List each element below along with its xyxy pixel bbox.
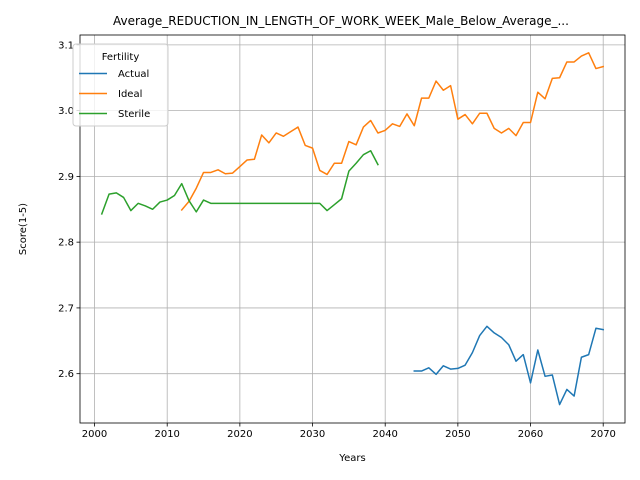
axis-ticks: 2000 2010 2020 2030 2040 2050 2060 2070 2.6 2.7 2.… bbox=[58, 40, 616, 440]
x-tick-label: 2000 bbox=[82, 429, 107, 440]
legend-box bbox=[72, 43, 169, 127]
y-tick-label: 2.9 bbox=[58, 172, 74, 183]
x-tick-label: 2040 bbox=[372, 429, 397, 440]
legend-label-ideal: Ideal bbox=[118, 89, 142, 100]
chart-title: Average_REDUCTION_IN_LENGTH_OF_WORK_WEEK… bbox=[113, 14, 569, 28]
legend-label-actual: Actual bbox=[118, 69, 149, 80]
y-axis-label: Score(1-5) bbox=[18, 203, 29, 255]
y-tick-label: 2.6 bbox=[58, 369, 74, 380]
x-tick-label: 2060 bbox=[518, 429, 543, 440]
x-tick-label: 2030 bbox=[300, 429, 325, 440]
legend-label-sterile: Sterile bbox=[118, 109, 150, 120]
legend-title: Fertility bbox=[102, 52, 140, 63]
y-tick-label: 2.8 bbox=[58, 238, 74, 249]
series-line-sterile bbox=[100, 149, 379, 215]
series-line-actual bbox=[413, 325, 605, 406]
y-tick-label: 3.1 bbox=[58, 40, 74, 51]
x-tick-label: 2020 bbox=[227, 429, 252, 440]
y-tick-label: 3.0 bbox=[58, 106, 74, 117]
x-tick-label: 2010 bbox=[154, 429, 179, 440]
x-tick-label: 2050 bbox=[445, 429, 470, 440]
series-layer bbox=[100, 52, 605, 406]
plot-frame bbox=[79, 34, 626, 424]
y-tick-label: 2.7 bbox=[58, 303, 74, 314]
series-line-ideal bbox=[180, 52, 605, 211]
x-tick-label: 2070 bbox=[590, 429, 615, 440]
grid-lines bbox=[80, 35, 625, 423]
legend: Fertility Actual Ideal Sterile bbox=[72, 43, 169, 127]
x-axis-label: Years bbox=[338, 453, 365, 464]
